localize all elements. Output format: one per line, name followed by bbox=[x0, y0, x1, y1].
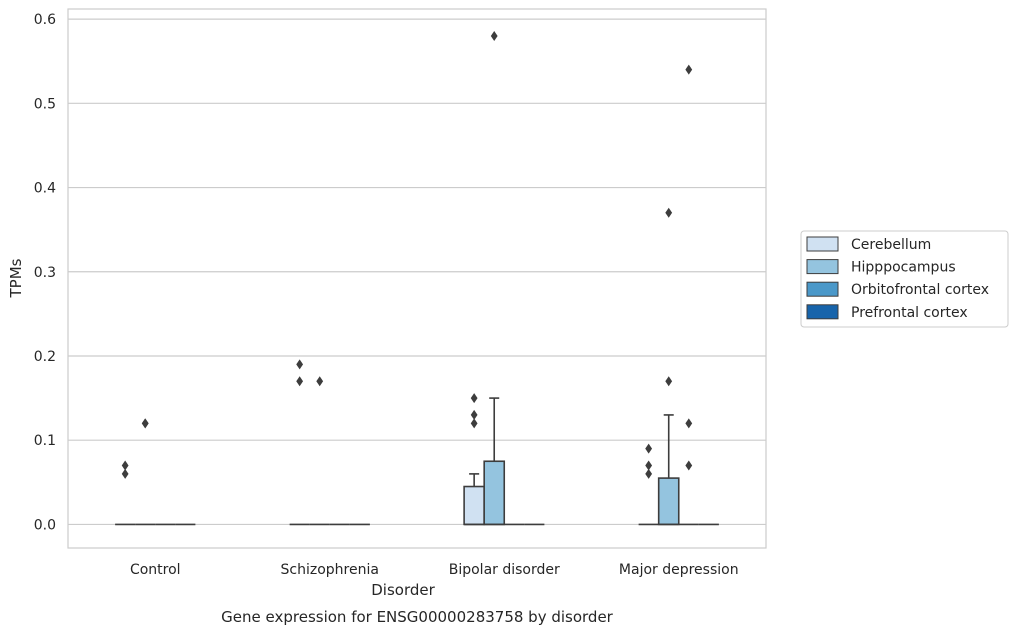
box-hipppocampus bbox=[309, 376, 330, 526]
box-cerebellum bbox=[638, 443, 659, 526]
box-cerebellum bbox=[463, 393, 485, 526]
box-cerebellum bbox=[115, 460, 136, 526]
plot-frame bbox=[67, 8, 767, 549]
outlier-point bbox=[685, 418, 693, 429]
x-tick-label: Schizophrenia bbox=[281, 562, 379, 578]
legend-label: Cerebellum bbox=[851, 237, 931, 253]
y-axis-label: TPMs bbox=[7, 258, 25, 298]
box-hipppocampus bbox=[483, 30, 506, 526]
legend-swatch bbox=[806, 281, 839, 297]
box-orbitofrontal-cortex bbox=[678, 64, 699, 526]
x-axis-label: Disorder bbox=[371, 581, 435, 599]
outlier-point bbox=[470, 393, 478, 404]
legend-swatch bbox=[806, 259, 839, 275]
outlier-point bbox=[685, 460, 693, 471]
x-tick-label: Major depression bbox=[619, 562, 739, 578]
outlier-point bbox=[470, 409, 478, 420]
y-tick-label: 0.2 bbox=[34, 349, 56, 365]
box-body bbox=[657, 477, 680, 526]
outlier-point bbox=[665, 207, 673, 218]
outlier-point bbox=[141, 418, 149, 429]
x-tick-label: Control bbox=[130, 562, 181, 578]
box-body bbox=[483, 460, 506, 526]
legend-label: Orbitofrontal cortex bbox=[851, 282, 989, 298]
x-tick-label: Bipolar disorder bbox=[449, 562, 560, 578]
y-tick-label: 0.3 bbox=[34, 265, 56, 281]
legend-swatch bbox=[806, 236, 839, 252]
outlier-point bbox=[490, 30, 498, 41]
outlier-point bbox=[685, 64, 693, 75]
box-hipppocampus bbox=[135, 418, 156, 526]
box-hipppocampus bbox=[657, 207, 680, 526]
legend-label: Prefrontal cortex bbox=[851, 305, 968, 321]
box-layer bbox=[115, 30, 719, 526]
box-body bbox=[463, 485, 485, 526]
box-cerebellum bbox=[289, 359, 310, 526]
legend-swatch bbox=[806, 304, 839, 320]
legend: Cerebellum Hipppocampus Orbitofrontal cort… bbox=[800, 230, 1009, 328]
outlier-point bbox=[121, 460, 129, 471]
x-axis-ticks: Control Schizophrenia Bipolar disorder Majo… bbox=[130, 562, 739, 578]
outlier-point bbox=[645, 468, 653, 479]
y-tick-label: 0.0 bbox=[34, 517, 56, 533]
outlier-point bbox=[121, 468, 129, 479]
legend-label: Hipppocampus bbox=[851, 260, 956, 276]
legend-frame bbox=[800, 230, 1009, 328]
chart-caption: Gene expression for ENSG00000283758 by d… bbox=[221, 608, 614, 626]
outlier-point bbox=[470, 418, 478, 429]
outlier-point bbox=[645, 460, 653, 471]
gridlines bbox=[68, 18, 766, 526]
y-tick-label: 0.6 bbox=[34, 12, 56, 28]
outlier-point bbox=[296, 359, 304, 370]
outlier-point bbox=[645, 443, 653, 454]
y-tick-label: 0.1 bbox=[34, 433, 56, 449]
outlier-point bbox=[296, 376, 304, 387]
y-tick-label: 0.5 bbox=[34, 96, 56, 112]
y-axis-ticks: 0.0 0.1 0.2 0.3 0.4 0.5 0.6 bbox=[34, 12, 56, 533]
outlier-point bbox=[665, 376, 673, 387]
y-tick-label: 0.4 bbox=[34, 181, 56, 197]
outlier-point bbox=[316, 376, 324, 387]
